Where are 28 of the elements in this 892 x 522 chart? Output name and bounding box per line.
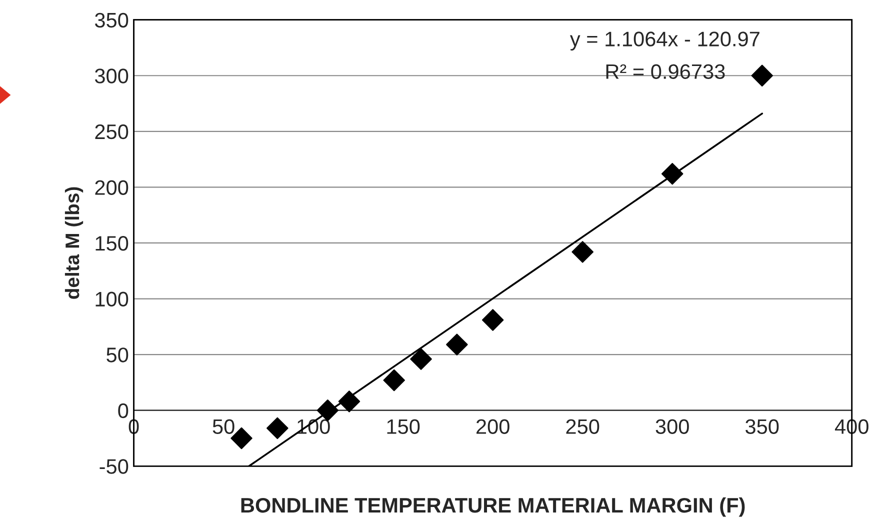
y-tick-label: 100 [96, 292, 128, 307]
x-axis-title: BONDLINE TEMPERATURE MATERIAL MARGIN (F) [241, 497, 745, 517]
annotation: R² = 0.96733 [606, 64, 725, 79]
point [383, 369, 405, 392]
y-tick-label: 350 [94, 12, 128, 28]
x-tick-label: 50 [212, 419, 234, 434]
y-tick-label: 50 [106, 348, 128, 362]
y-tick-label: 150 [96, 236, 128, 251]
point [266, 417, 288, 440]
point [661, 162, 684, 185]
y-tick-label: 300 [94, 68, 128, 84]
y-tick-label: 0 [118, 403, 128, 418]
y-tick-label: 200 [95, 180, 128, 195]
x-tick-label: 200 [476, 419, 510, 434]
annotation: y = 1.1064x - 120.97 [570, 32, 760, 51]
y-tick-label: -50 [100, 459, 128, 474]
point [572, 241, 594, 263]
y-axis-title: delta M (lbs) [64, 187, 84, 299]
x-tick-label: 250 [566, 419, 600, 434]
y-tick-label: 250 [95, 124, 128, 140]
point [751, 64, 773, 87]
point [338, 390, 360, 412]
x-tick-label: 350 [746, 419, 779, 434]
point [410, 348, 432, 370]
point [482, 309, 504, 331]
x-tick-label: 150 [387, 419, 420, 434]
x-tick-label: 300 [656, 419, 689, 434]
point [446, 334, 468, 356]
